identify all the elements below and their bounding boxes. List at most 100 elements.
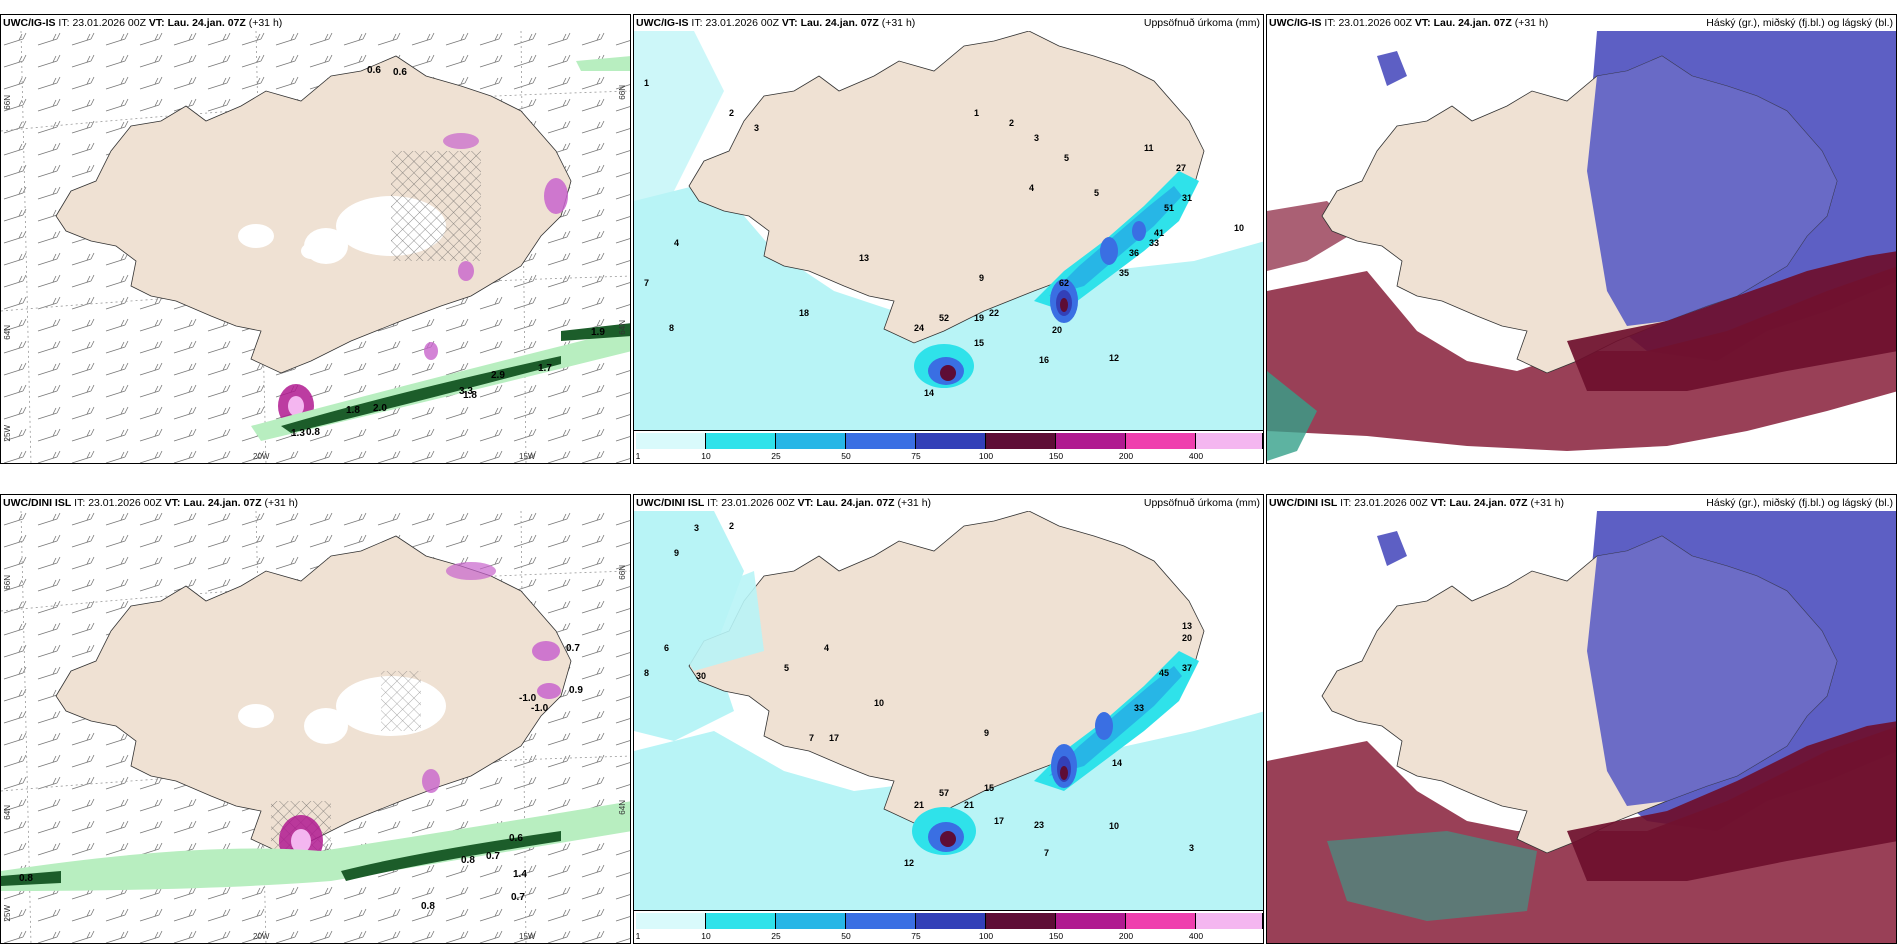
- colorbar-tick: 400: [1188, 451, 1204, 461]
- svg-text:41: 41: [1154, 228, 1164, 238]
- svg-text:24: 24: [914, 323, 924, 333]
- lat-label: 66N: [3, 95, 12, 110]
- colorbar-segment: [1056, 913, 1126, 929]
- lon-label: 20W: [253, 932, 270, 941]
- wind-speed-labels: 0.8 0.7 0.9 -1.0 -1.0 0.6 0.7 0.8 1.4 0.…: [19, 643, 583, 912]
- cloud-map-svg: [1267, 31, 1896, 463]
- wind-streak: [251, 56, 630, 441]
- svg-text:15: 15: [984, 783, 994, 793]
- colorbar-segment: [776, 433, 846, 449]
- colorbar-segment: [986, 433, 1056, 449]
- svg-text:22: 22: [989, 308, 999, 318]
- wind-speed-labels: 0.6 0.6 0.8 1.8 2.0 2.9 1.7 1.3 3.3 1.9 …: [291, 65, 605, 439]
- svg-text:2: 2: [1009, 118, 1014, 128]
- svg-text:1.8: 1.8: [463, 390, 477, 401]
- svg-text:20: 20: [1052, 325, 1062, 335]
- cloud-panel-bottom: UWC/DINI ISL IT: 23.01.2026 00Z VT: Lau.…: [1266, 494, 1897, 944]
- colorbar-tick: 400: [1188, 931, 1204, 941]
- lon-label: 15W: [519, 452, 536, 461]
- panel-header: UWC/DINI ISL IT: 23.01.2026 00Z VT: Lau.…: [3, 497, 299, 509]
- svg-text:0.8: 0.8: [306, 427, 320, 438]
- colorbar-segment: [916, 433, 986, 449]
- cloud-panel-top: UWC/IG-IS IT: 23.01.2026 00Z VT: Lau. 24…: [1266, 14, 1897, 464]
- svg-text:0.7: 0.7: [511, 892, 525, 903]
- svg-text:2.9: 2.9: [491, 370, 505, 381]
- svg-text:36: 36: [1129, 248, 1139, 258]
- wind-map: 0.6 0.6 0.8 1.8 2.0 2.9 1.7 1.3 3.3 1.9 …: [1, 31, 630, 463]
- colorbar: 1 10 25 50 75 100 150 200 400: [634, 910, 1263, 943]
- svg-text:17: 17: [994, 816, 1004, 826]
- svg-text:16: 16: [1039, 355, 1049, 365]
- svg-text:33: 33: [1149, 238, 1159, 248]
- wind-streak: [1, 801, 630, 891]
- colorbar-tick: 50: [841, 931, 851, 941]
- colorbar-tick: 25: [771, 931, 781, 941]
- svg-text:18: 18: [799, 308, 809, 318]
- svg-text:1.7: 1.7: [538, 363, 552, 374]
- lat-label-right: 66N: [618, 85, 627, 100]
- svg-text:17: 17: [829, 733, 839, 743]
- svg-text:37: 37: [1182, 663, 1192, 673]
- lon-label: 15W: [519, 932, 536, 941]
- panel-title: Háský (gr.), miðský (fj.bl.) og lágský (…: [1706, 497, 1893, 509]
- graticule: [1, 31, 630, 463]
- svg-text:21: 21: [914, 800, 924, 810]
- snow-hatch: [391, 151, 481, 261]
- colorbar-segment: [846, 433, 916, 449]
- colorbar-tick: 10: [701, 451, 711, 461]
- svg-text:1.3: 1.3: [291, 428, 305, 439]
- svg-text:3: 3: [1034, 133, 1039, 143]
- svg-text:52: 52: [939, 313, 949, 323]
- precip-panel-bottom: UWC/DINI ISL IT: 23.01.2026 00Z VT: Lau.…: [633, 494, 1264, 944]
- lat-label: 25W: [3, 425, 12, 442]
- precip-map-svg: 1 2 3 1 2 3 5 4 9 5 11 27 31 51 41 33 36…: [634, 31, 1263, 433]
- svg-text:23: 23: [1034, 820, 1044, 830]
- svg-text:31: 31: [1182, 193, 1192, 203]
- colorbar-segment: [706, 913, 776, 929]
- precip-values: 3 2 9 6 8 4 5 7 17 10 30 37 20 45 33 13 …: [644, 521, 1194, 868]
- svg-text:0.6: 0.6: [509, 833, 523, 844]
- iceland-land: [55, 55, 572, 374]
- panel-header: UWC/IG-IS IT: 23.01.2026 00Z VT: Lau. 24…: [3, 17, 283, 29]
- svg-text:-1.0: -1.0: [519, 693, 537, 704]
- svg-text:0.8: 0.8: [19, 873, 33, 884]
- svg-text:4: 4: [824, 643, 829, 653]
- svg-text:6: 6: [664, 643, 669, 653]
- svg-text:14: 14: [924, 388, 934, 398]
- colorbar-segment: [1196, 433, 1263, 449]
- panel-title: Uppsöfnuð úrkoma (mm): [1143, 17, 1260, 29]
- svg-text:0.6: 0.6: [393, 67, 407, 78]
- lat-label-right: 64N: [618, 800, 627, 815]
- precip-map-svg: 3 2 9 6 8 4 5 7 17 10 30 37 20 45 33 13 …: [634, 511, 1263, 913]
- svg-text:8: 8: [644, 668, 649, 678]
- colorbar-tick: 200: [1118, 931, 1134, 941]
- svg-text:12: 12: [904, 858, 914, 868]
- cloud-map-svg: [1267, 511, 1896, 943]
- svg-text:13: 13: [1182, 621, 1192, 631]
- panel-header: UWC/DINI ISL IT: 23.01.2026 00Z VT: Lau.…: [636, 497, 932, 509]
- colorbar-segment: [1196, 913, 1263, 929]
- svg-text:3: 3: [754, 123, 759, 133]
- colorbar-segment: [636, 913, 706, 929]
- wind-map-svg: 0.6 0.6 0.8 1.8 2.0 2.9 1.7 1.3 3.3 1.9 …: [1, 31, 630, 463]
- svg-text:0.7: 0.7: [566, 643, 580, 654]
- svg-text:7: 7: [1044, 848, 1049, 858]
- panel-header: UWC/IG-IS IT: 23.01.2026 00Z VT: Lau. 24…: [1269, 17, 1549, 29]
- svg-text:1.8: 1.8: [346, 405, 360, 416]
- wind-map: 0.8 0.7 0.9 -1.0 -1.0 0.6 0.7 0.8 1.4 0.…: [1, 511, 630, 943]
- precip-values: 1 2 3 1 2 3 5 4 9 5 11 27 31 51 41 33 36…: [644, 78, 1244, 398]
- lat-label-right: 66N: [618, 565, 627, 580]
- panel-title: Uppsöfnuð úrkoma (mm): [1143, 497, 1260, 509]
- iceland-land: [55, 535, 572, 854]
- svg-text:9: 9: [674, 548, 679, 558]
- panel-title: Háský (gr.), miðský (fj.bl.) og lágský (…: [1706, 17, 1893, 29]
- svg-text:0.8: 0.8: [421, 901, 435, 912]
- colorbar-segment: [1126, 913, 1196, 929]
- precip-cores: [914, 171, 1199, 388]
- panel-header: UWC/IG-IS IT: 23.01.2026 00Z VT: Lau. 24…: [636, 17, 916, 29]
- lat-label: 64N: [3, 325, 12, 340]
- colorbar-tick: 100: [978, 931, 994, 941]
- svg-text:8: 8: [669, 323, 674, 333]
- svg-text:30: 30: [696, 671, 706, 681]
- svg-text:51: 51: [1164, 203, 1174, 213]
